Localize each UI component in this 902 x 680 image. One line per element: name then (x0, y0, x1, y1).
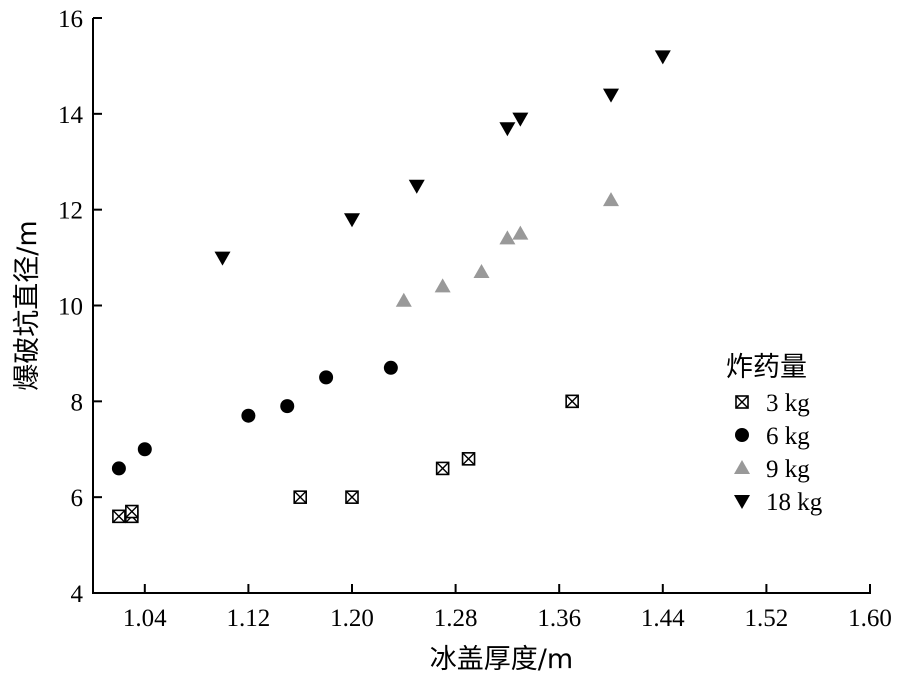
legend: 炸药量 3 kg 6 kg 9 kg 18 kg (726, 352, 823, 516)
data-point (603, 88, 619, 103)
y-tick-label: 12 (58, 198, 83, 225)
legend-label: 9 kg (766, 456, 810, 483)
series-2 (395, 192, 619, 307)
data-point (125, 504, 139, 519)
legend-marker (734, 460, 750, 474)
legend-label: 18 kg (766, 489, 823, 516)
y-tick-label: 16 (58, 6, 83, 33)
data-point (434, 278, 451, 293)
data-point (344, 213, 360, 228)
data-point (395, 292, 412, 307)
legend-marker (735, 395, 749, 409)
data-point (654, 50, 671, 65)
x-ticks: 1.04 1.12 1.20 1.28 1.36 1.44 1.52 1.60 (123, 584, 892, 632)
legend-marker (735, 428, 749, 442)
data-point (408, 179, 425, 194)
data-point (293, 490, 308, 504)
data-point (512, 112, 529, 127)
x-tick-label: 1.20 (330, 605, 374, 632)
legend-label: 6 kg (766, 423, 810, 450)
y-tick-label: 14 (58, 102, 84, 129)
x-tick-label: 1.36 (537, 605, 581, 632)
data-point (461, 452, 476, 466)
y-ticks: 4 6 8 10 12 14 16 (58, 6, 102, 608)
y-tick-label: 6 (71, 485, 84, 512)
data-point (435, 461, 450, 476)
y-tick-label: 4 (71, 581, 84, 608)
data-point (345, 490, 359, 504)
data-points (111, 50, 671, 524)
series-3 (214, 50, 671, 266)
data-point (499, 230, 516, 245)
series-0 (112, 394, 579, 524)
data-point (280, 399, 295, 414)
data-point (137, 442, 152, 457)
data-point (512, 225, 529, 240)
x-tick-label: 1.28 (434, 605, 478, 632)
data-point (241, 408, 256, 423)
y-axis-title: 爆破坑直径/m (12, 220, 43, 390)
data-point (473, 263, 490, 278)
legend-marker (734, 495, 750, 509)
x-tick-label: 1.04 (123, 605, 167, 632)
data-point (499, 122, 516, 137)
data-point (214, 251, 231, 266)
legend-label: 3 kg (766, 390, 810, 417)
series-1 (111, 360, 398, 476)
data-point (603, 192, 619, 207)
data-point (319, 370, 334, 385)
axes (92, 18, 871, 594)
y-tick-label: 8 (71, 389, 84, 416)
data-point (383, 360, 398, 375)
x-tick-label: 1.12 (227, 605, 271, 632)
data-point (565, 394, 579, 409)
legend-title: 炸药量 (726, 352, 807, 383)
x-tick-label: 1.60 (848, 605, 892, 632)
data-point (111, 461, 126, 476)
y-tick-label: 10 (58, 294, 83, 321)
x-tick-label: 1.52 (745, 605, 789, 632)
data-point (112, 509, 126, 524)
x-tick-label: 1.44 (641, 605, 685, 632)
x-axis-title: 冰盖厚度/m (430, 644, 573, 675)
